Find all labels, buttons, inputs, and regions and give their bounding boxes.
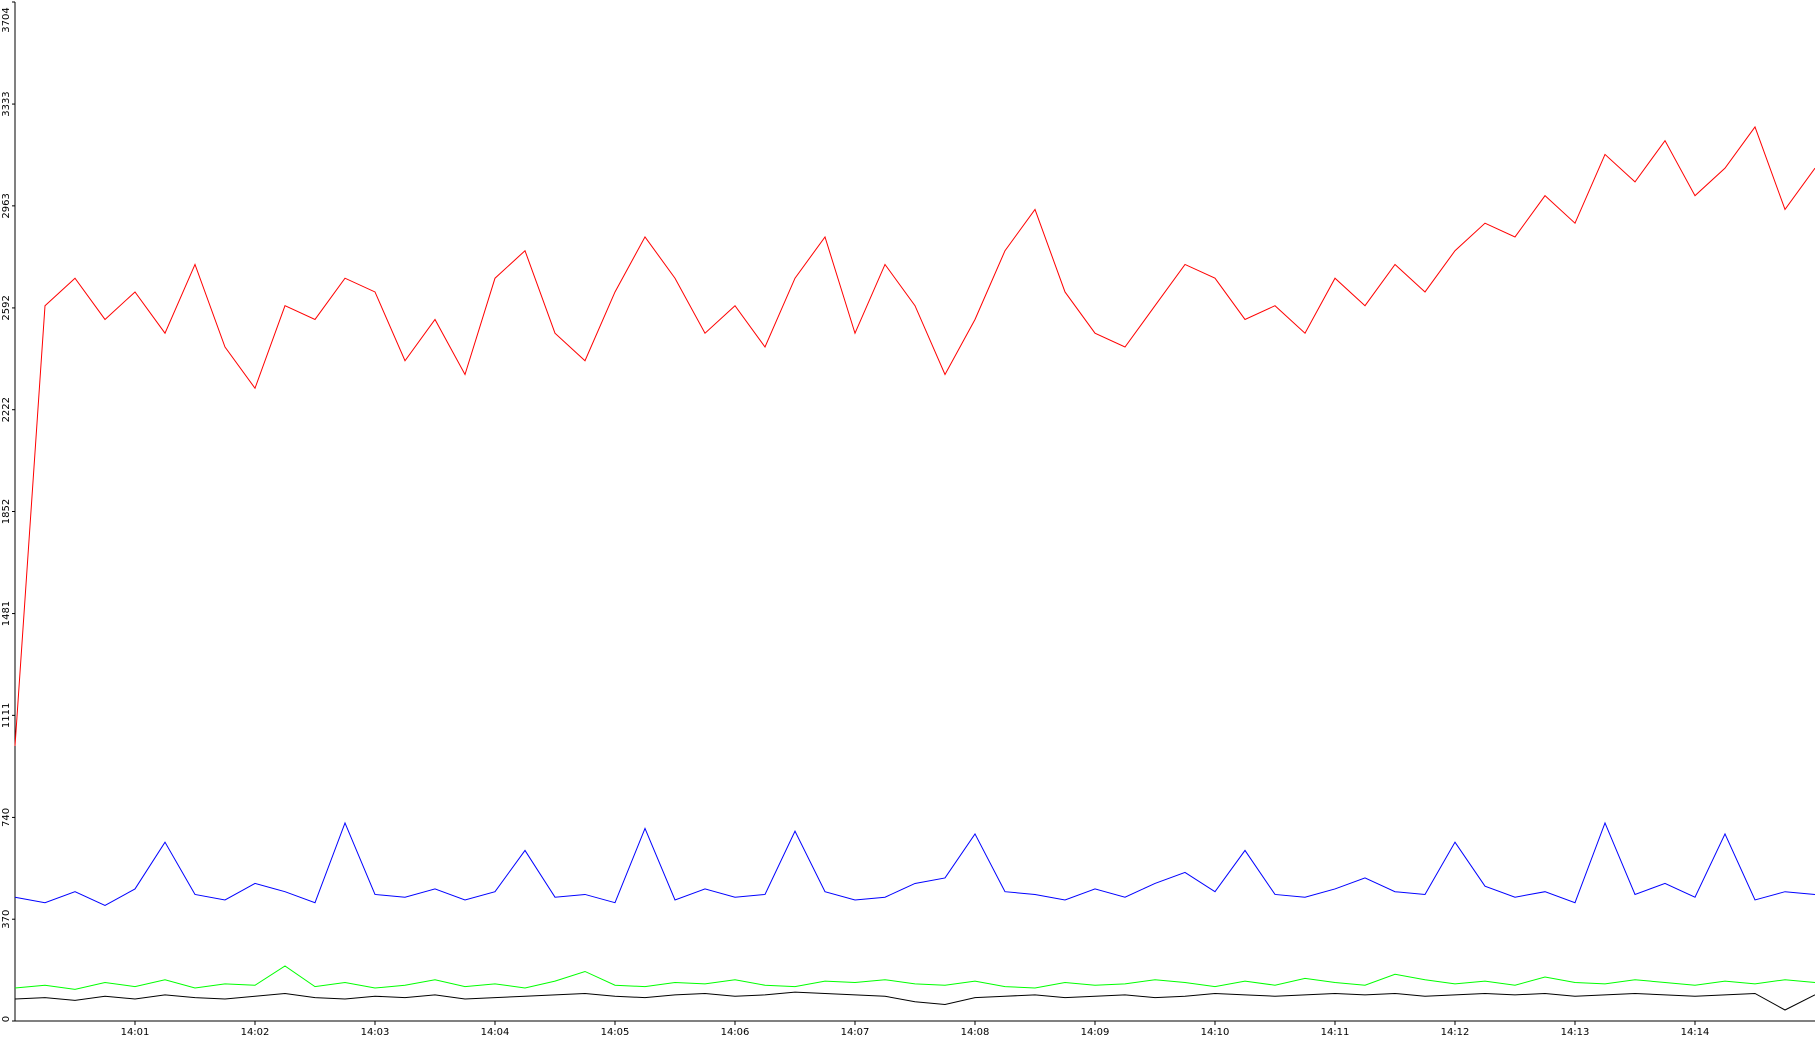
y-tick-label: 3333 [1, 91, 12, 116]
series-line [14, 821, 1815, 907]
x-tick-label: 14:01 [121, 1027, 150, 1038]
y-tick-label: 2222 [1, 397, 12, 422]
x-tick-label: 14:08 [961, 1027, 990, 1038]
series-line [14, 125, 1815, 746]
x-tick-label: 14:03 [361, 1027, 390, 1038]
x-tick-label: 14:13 [1561, 1027, 1590, 1038]
x-tick-label: 14:02 [241, 1027, 270, 1038]
y-tick-label: 1852 [1, 499, 12, 524]
y-tick-label: 740 [1, 808, 12, 827]
x-tick-label: 14:14 [1681, 1027, 1710, 1038]
series-line [14, 991, 1815, 1011]
y-tick-label: 2592 [1, 295, 12, 320]
x-tick-label: 14:05 [601, 1027, 630, 1038]
y-tick-label: 1481 [1, 601, 12, 626]
y-tick-label: 0 [1, 1016, 12, 1022]
x-tick-label: 14:06 [721, 1027, 750, 1038]
y-tick-label: 3704 [1, 7, 12, 32]
x-tick-label: 14:07 [841, 1027, 870, 1038]
x-tick-label: 14:12 [1441, 1027, 1470, 1038]
series-line [14, 965, 1815, 990]
x-tick-label: 14:11 [1321, 1027, 1350, 1038]
x-tick-label: 14:04 [481, 1027, 510, 1038]
y-tick-label: 370 [1, 910, 12, 929]
x-tick-label: 14:09 [1081, 1027, 1110, 1038]
y-tick-label: 2963 [1, 193, 12, 218]
y-tick-label: 1111 [1, 703, 12, 728]
x-tick-label: 14:10 [1201, 1027, 1230, 1038]
